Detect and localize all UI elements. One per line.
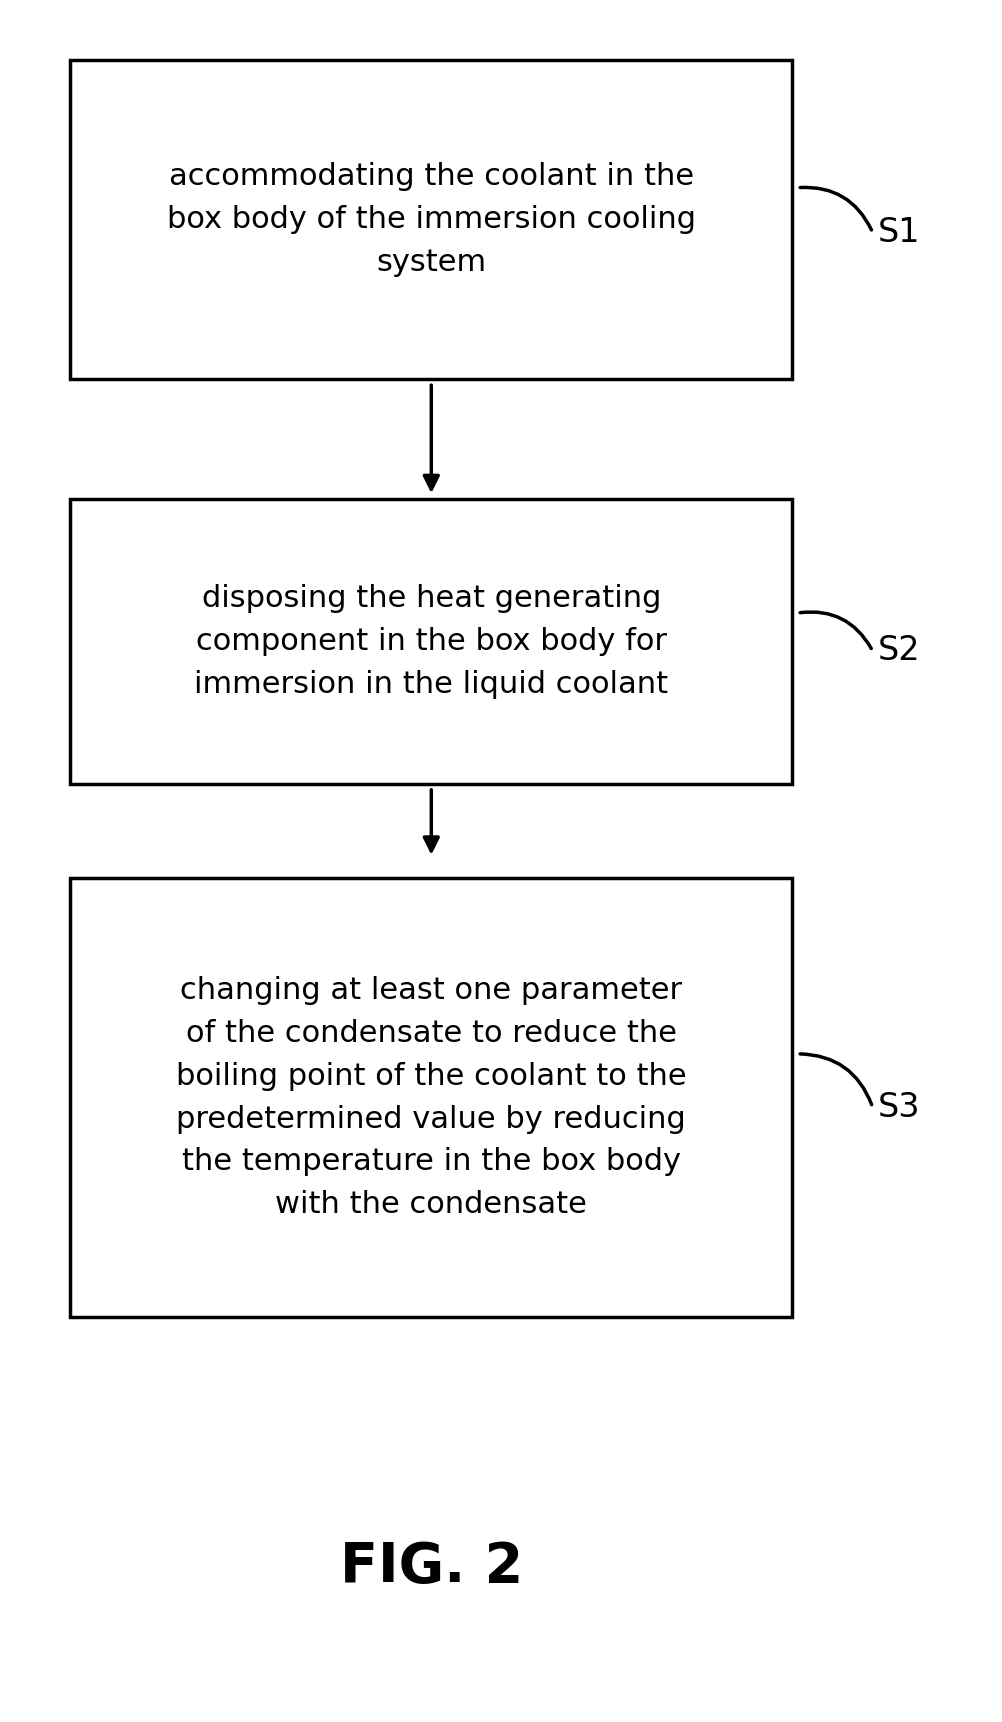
- Text: disposing the heat generating
component in the box body for
immersion in the liq: disposing the heat generating component …: [194, 584, 667, 699]
- Text: FIG. 2: FIG. 2: [340, 1539, 522, 1595]
- Bar: [70, 60, 792, 379]
- Text: S1: S1: [877, 215, 919, 250]
- Text: S3: S3: [877, 1090, 919, 1124]
- Text: changing at least one parameter
of the condensate to reduce the
boiling point of: changing at least one parameter of the c…: [175, 976, 686, 1219]
- Text: S2: S2: [877, 634, 919, 668]
- Bar: [70, 499, 792, 784]
- Text: accommodating the coolant in the
box body of the immersion cooling
system: accommodating the coolant in the box bod…: [166, 162, 695, 277]
- Bar: [70, 878, 792, 1317]
